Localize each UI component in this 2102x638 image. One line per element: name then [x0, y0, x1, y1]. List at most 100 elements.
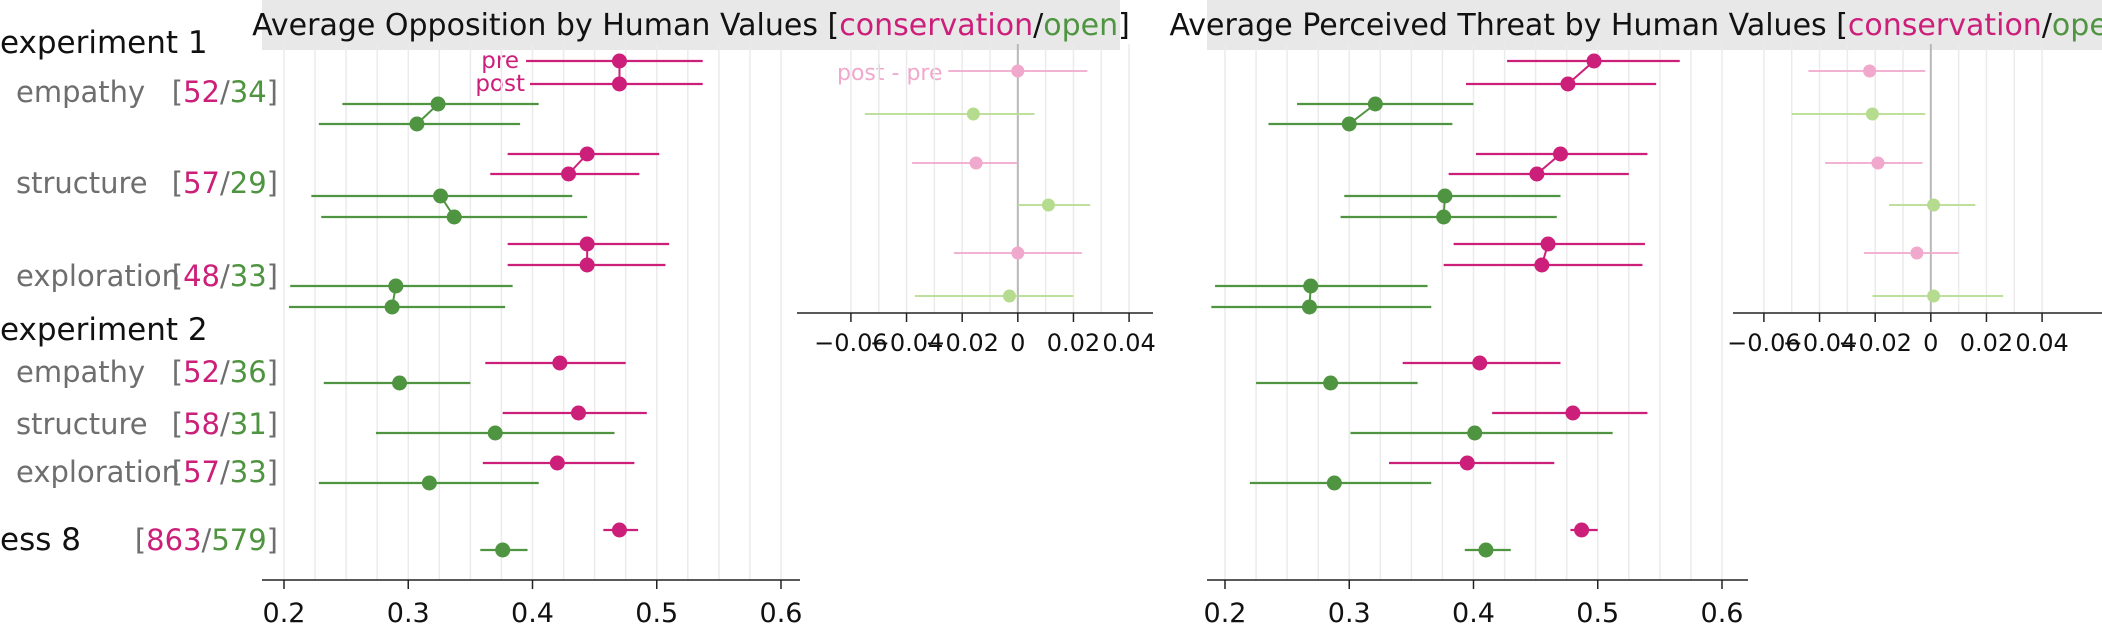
legend-pre: pre [481, 48, 519, 74]
data-point [552, 355, 568, 371]
data-point [1910, 246, 1924, 260]
data-point [1002, 289, 1016, 303]
x-tick-label: 0 [1010, 329, 1025, 357]
data-point [966, 107, 980, 121]
data-point [1326, 475, 1342, 491]
data-point [1865, 107, 1879, 121]
data-point [1863, 64, 1877, 78]
data-point [1540, 236, 1556, 252]
data-point [1301, 299, 1317, 315]
x-tick-label: 0.6 [760, 598, 803, 629]
x-tick-label: 0.02 [1960, 329, 2013, 357]
data-point [1534, 257, 1550, 273]
count-label: [52/34] [172, 75, 278, 109]
data-point [1927, 198, 1941, 212]
data-point [1565, 405, 1581, 421]
data-point [430, 96, 446, 112]
data-point [1367, 96, 1383, 112]
data-point [579, 257, 595, 273]
x-tick-label: 0.2 [1204, 598, 1247, 629]
diff-label: post - pre [837, 61, 943, 86]
data-point [421, 475, 437, 491]
row-label-structure-2: structure [16, 407, 148, 441]
row-label-structure-1: structure [16, 166, 148, 200]
x-tick-label: 0.04 [1102, 329, 1155, 357]
x-tick-label: 0.4 [511, 598, 554, 629]
data-point [611, 522, 627, 538]
row-label-empathy-2: empathy [16, 355, 145, 389]
data-point [1478, 542, 1494, 558]
data-point [570, 405, 586, 421]
data-point [1437, 188, 1453, 204]
data-point [1011, 64, 1025, 78]
data-point [1459, 455, 1475, 471]
title-open: open [2052, 8, 2102, 43]
data-point [409, 116, 425, 132]
row-label-exploration-1: exploration [16, 259, 180, 293]
x-tick-label: 0.5 [635, 598, 678, 629]
title-prefix: Average Opposition by Human Values [252, 8, 818, 43]
x-tick-label: 0.4 [1452, 598, 1495, 629]
data-point [1560, 76, 1576, 92]
x-tick-label: 0.5 [1576, 598, 1619, 629]
x-tick-label: 0.2 [263, 598, 306, 629]
data-point [969, 156, 983, 170]
data-point [1303, 278, 1319, 294]
data-point [433, 188, 449, 204]
row-label-exploration-2: exploration [16, 455, 180, 489]
group-label-ess-8: ess 8 [0, 522, 81, 558]
data-point [1586, 53, 1602, 69]
data-point [1574, 522, 1590, 538]
data-point [495, 542, 511, 558]
x-tick-label: −0.06 [1727, 329, 1801, 357]
chart-title-threat: Average Perceived Threat by Human Values… [1169, 8, 2102, 43]
x-tick-label: −0.04 [870, 329, 944, 357]
count-label: [52/36] [172, 355, 278, 389]
data-point [549, 455, 565, 471]
count-label: [58/31] [172, 407, 278, 441]
x-tick-label: 0 [1923, 329, 1938, 357]
x-tick-label: 0.04 [2015, 329, 2068, 357]
x-tick-label: −0.04 [1783, 329, 1857, 357]
x-tick-label: −0.02 [925, 329, 999, 357]
data-point [561, 166, 577, 182]
group-label-experiment-2: experiment 2 [0, 312, 208, 348]
title-prefix: Average Perceived Threat by Human Values [1169, 8, 1826, 43]
count-label: [57/29] [172, 166, 278, 200]
x-tick-label: 0.02 [1047, 329, 1100, 357]
data-point [1871, 156, 1885, 170]
data-point [1011, 246, 1025, 260]
data-point [1323, 375, 1339, 391]
count-label: [863/579] [135, 523, 278, 557]
legend-post: post [475, 71, 525, 97]
title-conservation: conservation [839, 8, 1033, 43]
data-point [611, 76, 627, 92]
title-conservation: conservation [1848, 8, 2042, 43]
count-label: [48/33] [172, 259, 278, 293]
data-point [579, 236, 595, 252]
data-point [487, 425, 503, 441]
title-bar-threat [1207, 0, 2102, 50]
data-point [1472, 355, 1488, 371]
x-tick-label: −0.02 [1838, 329, 1912, 357]
title-bar-opposition [262, 0, 1120, 50]
x-tick-label: 0.3 [1328, 598, 1371, 629]
row-label-empathy-1: empathy [16, 75, 145, 109]
data-point [388, 278, 404, 294]
data-point [1436, 209, 1452, 225]
data-point [1552, 146, 1568, 162]
group-label-experiment-1: experiment 1 [0, 25, 208, 61]
data-point [1041, 198, 1055, 212]
x-tick-label: 0.6 [1701, 598, 1744, 629]
data-point [611, 53, 627, 69]
data-point [392, 375, 408, 391]
data-point [384, 299, 400, 315]
data-point [446, 209, 462, 225]
title-open: open [1043, 8, 1118, 43]
data-point [1927, 289, 1941, 303]
x-tick-label: 0.3 [387, 598, 430, 629]
data-point [1529, 166, 1545, 182]
chart-title-opposition: Average Opposition by Human Values [cons… [252, 8, 1130, 43]
x-tick-label: −0.06 [814, 329, 888, 357]
